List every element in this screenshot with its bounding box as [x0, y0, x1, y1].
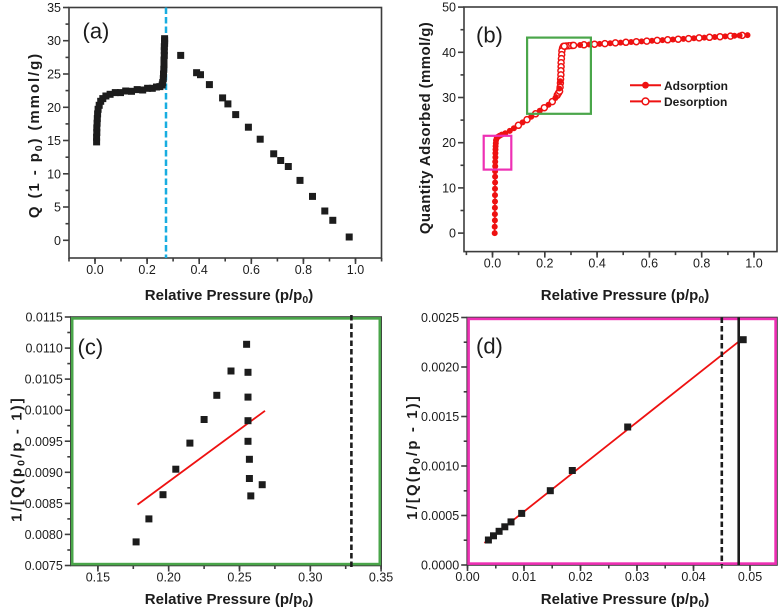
svg-text:35: 35 — [47, 1, 61, 15]
svg-text:0.25: 0.25 — [227, 571, 251, 585]
svg-text:0.0015: 0.0015 — [421, 410, 459, 424]
svg-text:0.2: 0.2 — [138, 263, 155, 277]
svg-text:0.0025: 0.0025 — [421, 311, 459, 325]
svg-text:(d): (d) — [476, 334, 503, 359]
svg-text:0.0: 0.0 — [86, 263, 103, 277]
svg-text:0.0100: 0.0100 — [25, 404, 63, 418]
svg-text:0.35: 0.35 — [369, 571, 393, 585]
svg-text:0.20: 0.20 — [157, 571, 181, 585]
svg-text:0.0080: 0.0080 — [25, 528, 63, 542]
svg-text:0.6: 0.6 — [641, 257, 658, 271]
svg-text:Relative Pressure (p/p0): Relative Pressure (p/p0) — [541, 591, 709, 610]
svg-text:30: 30 — [47, 34, 61, 48]
svg-text:0.0105: 0.0105 — [25, 373, 63, 387]
svg-text:0.05: 0.05 — [738, 570, 762, 584]
svg-text:0.30: 0.30 — [298, 571, 322, 585]
svg-text:0.0075: 0.0075 — [25, 559, 63, 573]
svg-text:0.2: 0.2 — [536, 257, 553, 271]
svg-text:10: 10 — [442, 181, 456, 195]
svg-text:Relative Pressure (p/p0): Relative Pressure (p/p0) — [145, 287, 313, 306]
svg-text:1/[Q(p0/p - 1)]: 1/[Q(p0/p - 1)] — [9, 396, 28, 522]
svg-text:0.02: 0.02 — [568, 570, 592, 584]
svg-text:0.0110: 0.0110 — [25, 342, 62, 356]
svg-text:0.00: 0.00 — [455, 570, 479, 584]
svg-text:Quantity Adsorbed (mmol/g): Quantity Adsorbed (mmol/g) — [417, 22, 434, 234]
svg-text:0.04: 0.04 — [681, 570, 705, 584]
svg-text:0: 0 — [54, 234, 61, 248]
svg-text:0.0085: 0.0085 — [25, 497, 63, 511]
svg-text:1.0: 1.0 — [745, 257, 762, 271]
svg-text:15: 15 — [47, 134, 61, 148]
svg-text:0.4: 0.4 — [588, 257, 605, 271]
svg-text:0.15: 0.15 — [86, 571, 110, 585]
svg-text:0.0095: 0.0095 — [25, 435, 63, 449]
svg-text:0.0020: 0.0020 — [421, 361, 459, 375]
svg-text:0.6: 0.6 — [243, 263, 260, 277]
svg-text:(c): (c) — [78, 335, 104, 360]
svg-text:Relative Pressure (p/p0): Relative Pressure (p/p0) — [145, 591, 313, 610]
svg-text:0.03: 0.03 — [625, 570, 649, 584]
svg-text:(b): (b) — [476, 23, 503, 48]
svg-text:20: 20 — [47, 101, 61, 115]
svg-text:0: 0 — [449, 227, 456, 241]
svg-text:0.8: 0.8 — [295, 263, 312, 277]
svg-text:30: 30 — [442, 91, 456, 105]
svg-text:0.0115: 0.0115 — [25, 311, 62, 325]
svg-text:1.0: 1.0 — [347, 263, 364, 277]
svg-text:0.01: 0.01 — [512, 570, 536, 584]
svg-text:10: 10 — [47, 167, 61, 181]
svg-text:20: 20 — [442, 136, 456, 150]
svg-text:0.0000: 0.0000 — [421, 559, 459, 573]
svg-text:Q (1 - p0) (mmol/g): Q (1 - p0) (mmol/g) — [26, 52, 45, 218]
svg-text:40: 40 — [442, 46, 456, 60]
svg-text:Desorption: Desorption — [664, 95, 727, 109]
svg-text:50: 50 — [442, 1, 456, 15]
svg-text:0.0090: 0.0090 — [25, 466, 63, 480]
svg-text:0.0010: 0.0010 — [421, 460, 459, 474]
svg-text:5: 5 — [54, 201, 61, 215]
svg-text:1/[Q(p0/p - 1)]: 1/[Q(p0/p - 1)] — [404, 394, 423, 520]
svg-text:(a): (a) — [83, 19, 110, 44]
svg-text:0.0: 0.0 — [484, 257, 501, 271]
svg-text:Adsorption: Adsorption — [664, 79, 728, 93]
svg-text:Relative Pressure (p/p0): Relative Pressure (p/p0) — [541, 287, 709, 306]
svg-text:0.8: 0.8 — [693, 257, 710, 271]
svg-text:25: 25 — [47, 68, 61, 82]
svg-text:0.0005: 0.0005 — [421, 509, 459, 523]
svg-text:0.4: 0.4 — [191, 263, 208, 277]
